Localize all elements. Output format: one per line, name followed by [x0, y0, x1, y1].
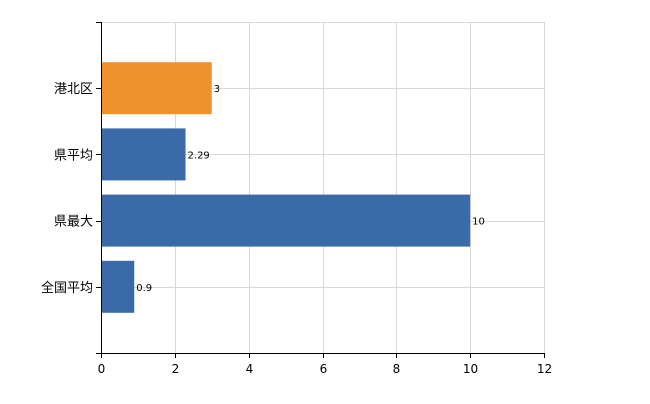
bar: [101, 194, 471, 247]
bars: [101, 62, 471, 313]
data-label: 0.9: [136, 283, 152, 294]
category-label: 港北区: [54, 82, 93, 97]
data-label: 3: [214, 84, 220, 95]
data-label: 2.29: [188, 150, 210, 161]
labels: 港北区 3 県平均 2.29 県最大 10 全国平均 0.9 0 2 4 6 8 10 12: [41, 82, 552, 376]
x-tick-label: 4: [246, 362, 254, 376]
category-label: 県平均: [54, 148, 93, 163]
x-tick-label: 8: [393, 362, 401, 376]
category-label: 全国平均: [41, 280, 93, 296]
data-label: 10: [472, 217, 485, 228]
x-tick-label: 2: [172, 362, 180, 376]
x-tick-label: 12: [537, 362, 552, 376]
bar: [101, 62, 212, 115]
category-label: 県最大: [54, 215, 93, 230]
x-tick-label: 10: [463, 362, 478, 376]
bar: [101, 260, 135, 313]
bar: [101, 128, 186, 181]
x-tick-label: 0: [98, 362, 106, 376]
axes: [96, 22, 545, 358]
x-tick-label: 6: [320, 362, 328, 376]
